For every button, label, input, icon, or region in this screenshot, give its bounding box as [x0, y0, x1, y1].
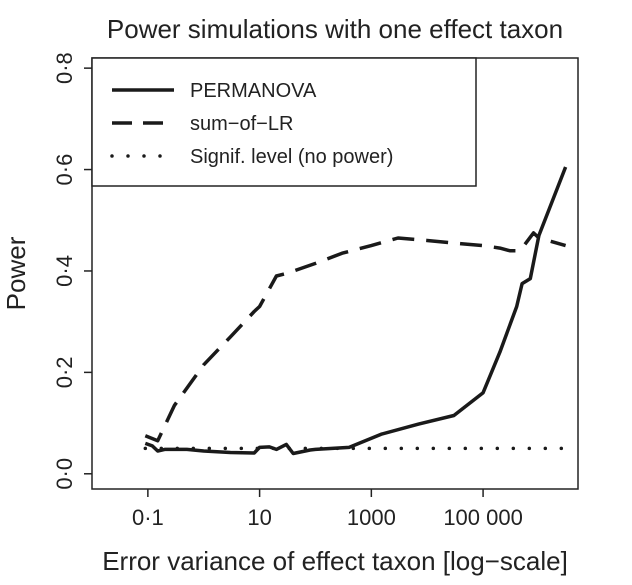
legend-label-0: PERMANOVA [190, 80, 317, 102]
y-tick-label: 0·0 [52, 458, 77, 490]
y-tick-label: 0·6 [52, 154, 77, 186]
x-axis: 0·1 10 1000 100 000 [132, 489, 523, 530]
y-tick-label: 0·2 [52, 356, 77, 388]
x-tick-label: 10 [247, 505, 271, 530]
y-axis: 0·0 0·2 0·4 0·6 0·8 [52, 52, 92, 490]
y-tick-label: 0·8 [52, 52, 77, 84]
x-tick-label: 0·1 [132, 505, 164, 530]
legend-label-1: sum−of−LR [190, 113, 293, 135]
legend-label-2: Signif. level (no power) [190, 146, 393, 168]
x-axis-label: Error variance of effect taxon [log−scal… [102, 546, 568, 576]
x-tick-label: 100 000 [443, 505, 523, 530]
legend: PERMANOVA sum−of−LR Signif. level (no powe… [91, 57, 477, 187]
chart-title: Power simulations with one effect taxon [107, 14, 563, 44]
series-line-1 [144, 231, 567, 443]
series-layer [143, 166, 568, 456]
series-line-0 [144, 166, 568, 456]
y-tick-label: 0·4 [52, 255, 77, 287]
x-tick-label: 1000 [347, 505, 396, 530]
y-axis-label: Power [1, 236, 31, 310]
